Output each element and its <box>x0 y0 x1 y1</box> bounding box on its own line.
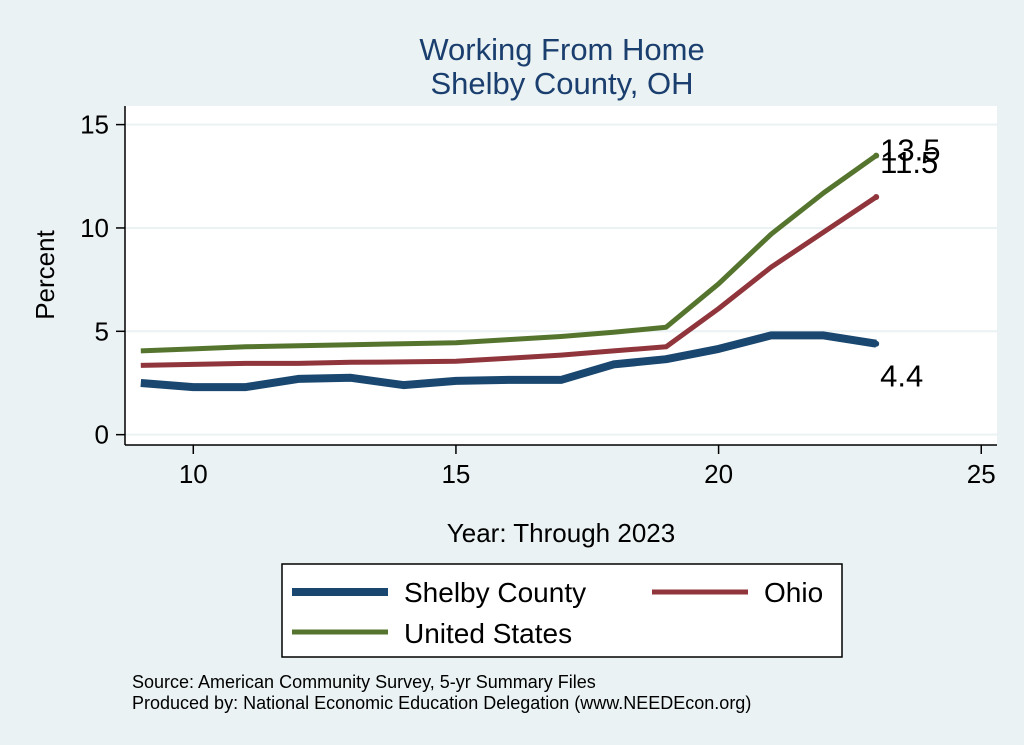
series-end-point-ohio <box>873 193 880 200</box>
end-label-ohio: 11.5 <box>880 145 938 180</box>
end-labels: 4.4 11.513.5 <box>880 133 940 394</box>
x-tick-label: 20 <box>704 459 733 489</box>
legend-label-shelby-county: Shelby County <box>404 577 586 608</box>
chart-title-line-2: Shelby County, OH <box>430 66 693 101</box>
x-tick-label: 10 <box>179 459 208 489</box>
series-layer <box>140 152 880 392</box>
series-line-shelby-county <box>140 331 877 392</box>
x-tick-label: 15 <box>441 459 470 489</box>
source-note: Source: American Community Survey, 5-yr … <box>132 672 596 692</box>
chart-title-line-1: Working From Home <box>419 32 704 67</box>
end-label-shelby-county: 4.4 <box>880 359 923 394</box>
series-end-point-shelby-county <box>873 340 880 347</box>
x-tick-label: 25 <box>967 459 996 489</box>
y-axis-label: Percent <box>30 229 60 319</box>
series-line-ohio <box>140 194 878 368</box>
series-end-point-united-states <box>873 152 880 159</box>
y-tick-label: 5 <box>95 316 109 346</box>
grid-lines <box>125 123 997 436</box>
x-axis-label: Year: Through 2023 <box>447 518 675 548</box>
legend-label-ohio: Ohio <box>764 577 823 608</box>
legend-label-united-states: United States <box>404 618 572 649</box>
legend-box <box>281 563 843 658</box>
y-tick-label: 0 <box>95 420 109 450</box>
y-tick-label: 10 <box>80 213 109 243</box>
end-label-united-states: 13.5 <box>880 133 940 168</box>
series-line-united-states <box>140 153 878 354</box>
legend: Shelby County Ohio United States <box>281 563 843 658</box>
plot-area <box>125 106 997 445</box>
axes: 0 5 10 15 10 15 20 25 <box>80 106 997 489</box>
producer-note: Produced by: National Economic Education… <box>132 693 751 713</box>
y-tick-label: 15 <box>80 110 109 140</box>
